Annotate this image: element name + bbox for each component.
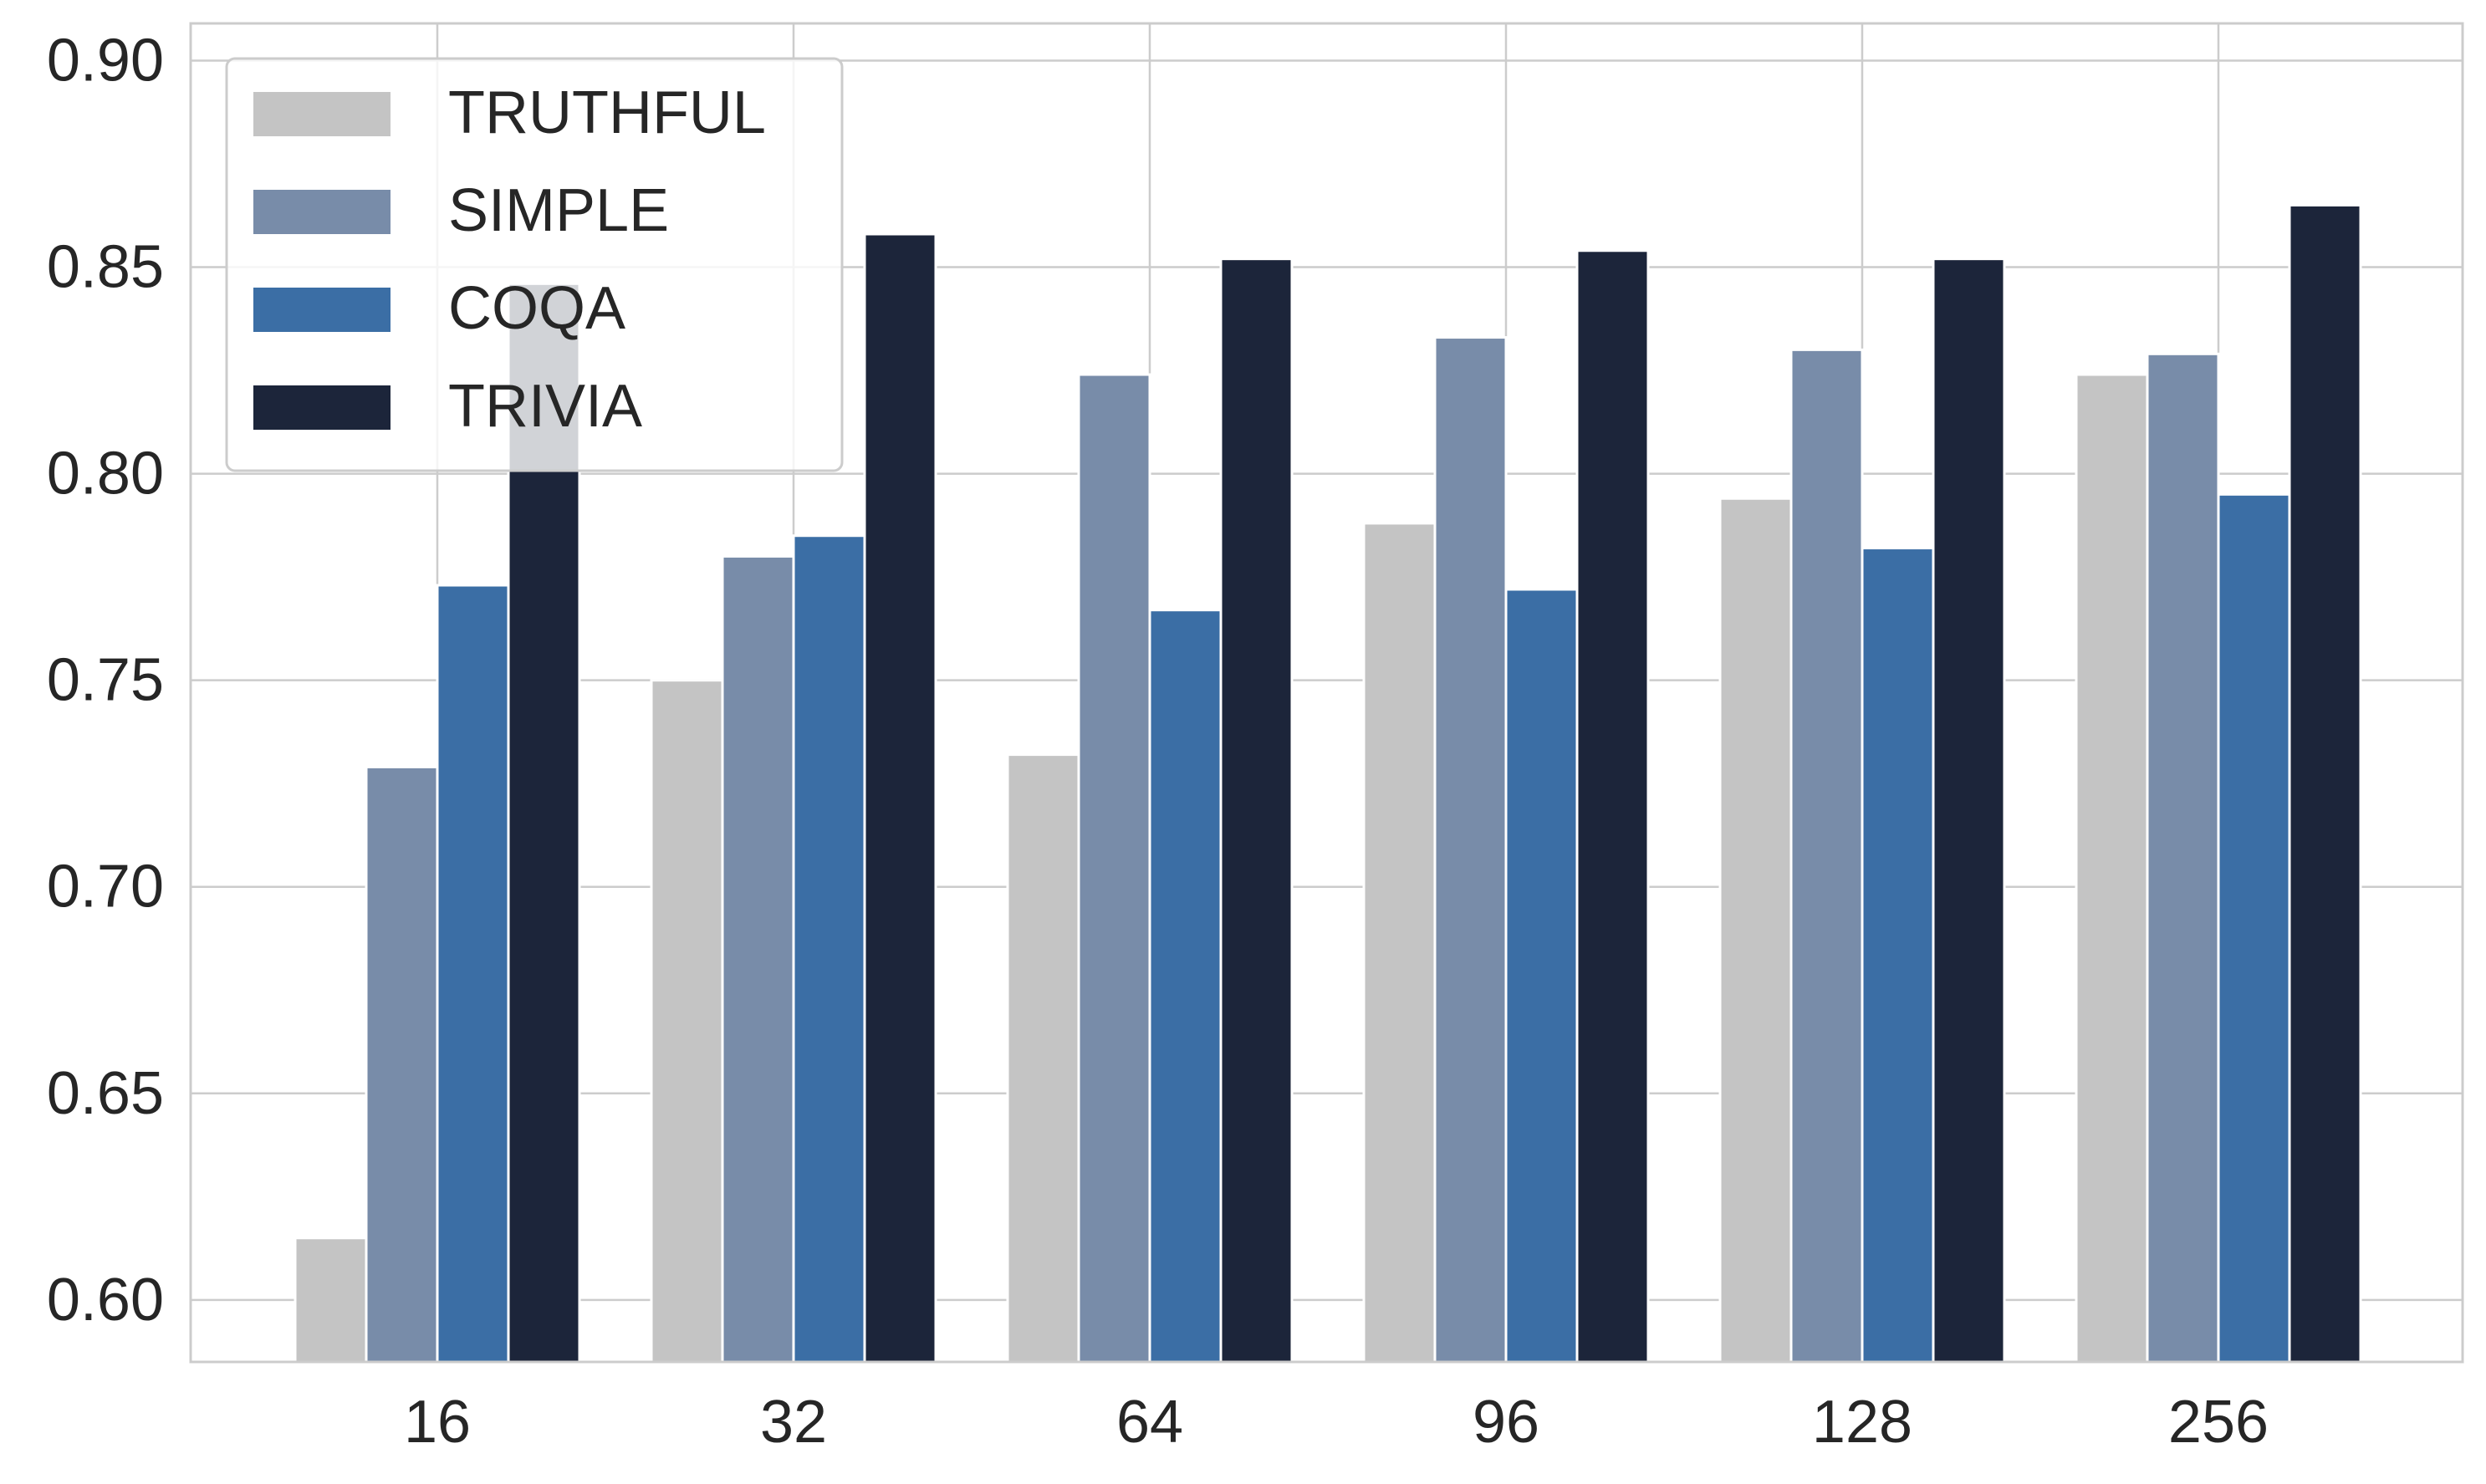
x-tick-label: 16 <box>404 1389 471 1456</box>
y-tick-label: 0.75 <box>47 647 164 714</box>
x-tick-label: 128 <box>1812 1389 1912 1456</box>
legend-label-coqa: COQA <box>448 275 625 342</box>
y-tick-label: 0.65 <box>47 1060 164 1127</box>
bar-trivia-256 <box>2288 203 2362 1364</box>
bar-coqa-96 <box>1504 588 1579 1364</box>
legend-swatch-coqa <box>253 288 391 332</box>
y-tick-label: 0.60 <box>47 1267 164 1334</box>
bar-coqa-32 <box>792 534 866 1364</box>
bar-trivia-32 <box>863 232 937 1364</box>
legend-swatch-simple <box>253 190 391 234</box>
x-tick-label: 256 <box>2168 1389 2269 1456</box>
bar-trivia-128 <box>1932 258 2006 1364</box>
bar-simple-16 <box>365 765 439 1364</box>
bar-simple-96 <box>1433 336 1508 1364</box>
bars <box>294 203 2362 1364</box>
bar-coqa-256 <box>2217 492 2291 1364</box>
bar-coqa-128 <box>1861 547 1935 1364</box>
bar-simple-64 <box>1077 373 1151 1364</box>
bar-simple-32 <box>721 554 795 1364</box>
legend-swatch-truthful <box>253 92 391 136</box>
legend-label-truthful: TRUTHFUL <box>448 79 766 146</box>
bar-truthful-256 <box>2075 373 2149 1364</box>
y-tick-label: 0.90 <box>47 27 164 94</box>
x-tick-label: 96 <box>1473 1389 1539 1456</box>
y-tick-label: 0.70 <box>47 854 164 920</box>
bar-coqa-16 <box>436 584 510 1364</box>
y-axis-ticks: 0.60 0.65 0.70 0.75 0.80 0.85 0.90 <box>47 27 164 1333</box>
x-axis-ticks: 16 32 64 96 128 256 <box>404 1389 2269 1456</box>
plot-frame <box>189 22 2464 1364</box>
bar-truthful-16 <box>294 1237 368 1364</box>
bar-truthful-128 <box>1718 497 1793 1364</box>
bar-trivia-64 <box>1219 258 1294 1364</box>
legend-label-simple: SIMPLE <box>448 177 669 244</box>
y-tick-label: 0.85 <box>47 234 164 301</box>
bar-trivia-96 <box>1575 249 1650 1364</box>
y-tick-label: 0.80 <box>47 441 164 507</box>
x-tick-label: 32 <box>760 1389 827 1456</box>
bar-truthful-32 <box>650 679 724 1364</box>
x-tick-label: 64 <box>1116 1389 1183 1456</box>
bar-truthful-96 <box>1362 522 1437 1364</box>
bar-simple-256 <box>2146 352 2220 1364</box>
legend-label-trivia: TRIVIA <box>448 373 642 440</box>
bar-simple-128 <box>1789 348 1864 1364</box>
bar-truthful-64 <box>1006 753 1080 1364</box>
bar-coqa-64 <box>1148 609 1223 1364</box>
legend: TRUTHFUL SIMPLE COQA TRIVIA <box>225 57 844 472</box>
legend-swatch-trivia <box>253 385 391 430</box>
legend-box <box>225 57 844 472</box>
